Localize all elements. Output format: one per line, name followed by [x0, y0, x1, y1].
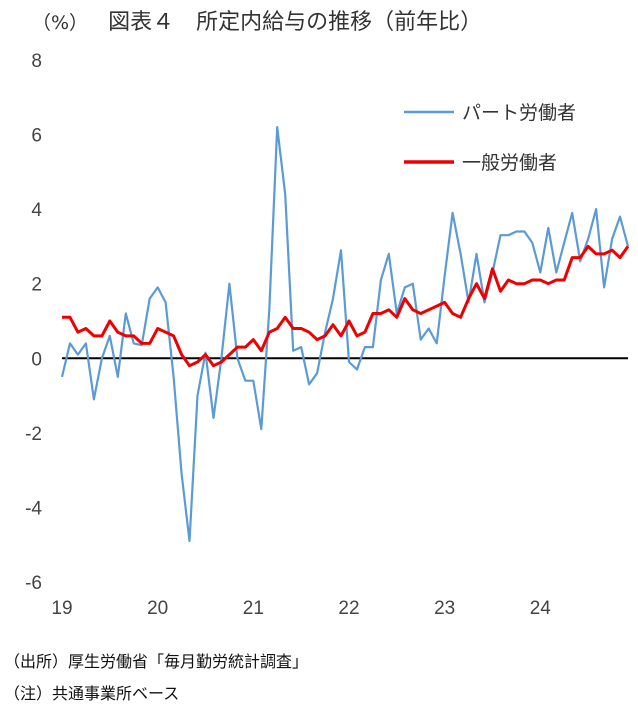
y-tick-label: -4	[25, 498, 42, 519]
series-line-part-time	[60, 125, 630, 543]
legend-label: 一般労働者	[462, 152, 557, 174]
y-tick-label: -6	[25, 573, 42, 594]
y-tick-label: 6	[31, 126, 42, 147]
x-tick-label: 19	[51, 598, 72, 619]
x-tick-label: 22	[338, 598, 359, 619]
x-axis-ticks: 19 20 21 22 23 24	[51, 598, 551, 619]
x-tick-label: 21	[243, 598, 264, 619]
y-tick-label: 4	[31, 200, 42, 221]
legend-label: パート労働者	[462, 102, 576, 124]
y-axis-ticks: -6 -4 -2 0 2 4 6 8	[25, 51, 42, 594]
x-tick-label: 23	[434, 598, 455, 619]
x-tick-label: 24	[530, 598, 552, 619]
footnote: （注）共通事業所ベース	[4, 684, 180, 703]
series-layer	[60, 125, 630, 543]
source-note: （出所）厚生労働省「毎月勤労統計調査」	[4, 652, 309, 671]
chart-title: （%） 図表４ 所定内給与の推移（前年比）	[32, 4, 482, 36]
y-tick-label: -2	[25, 424, 42, 445]
x-tick-label: 20	[147, 598, 168, 619]
y-tick-label: 8	[31, 51, 42, 72]
chart-title-text: 図表４ 所定内給与の推移（前年比）	[108, 10, 483, 35]
y-axis-unit-label: （%）	[32, 12, 89, 34]
y-tick-label: 2	[31, 275, 42, 296]
y-tick-label: 0	[31, 349, 42, 370]
series-line-general	[62, 244, 630, 368]
